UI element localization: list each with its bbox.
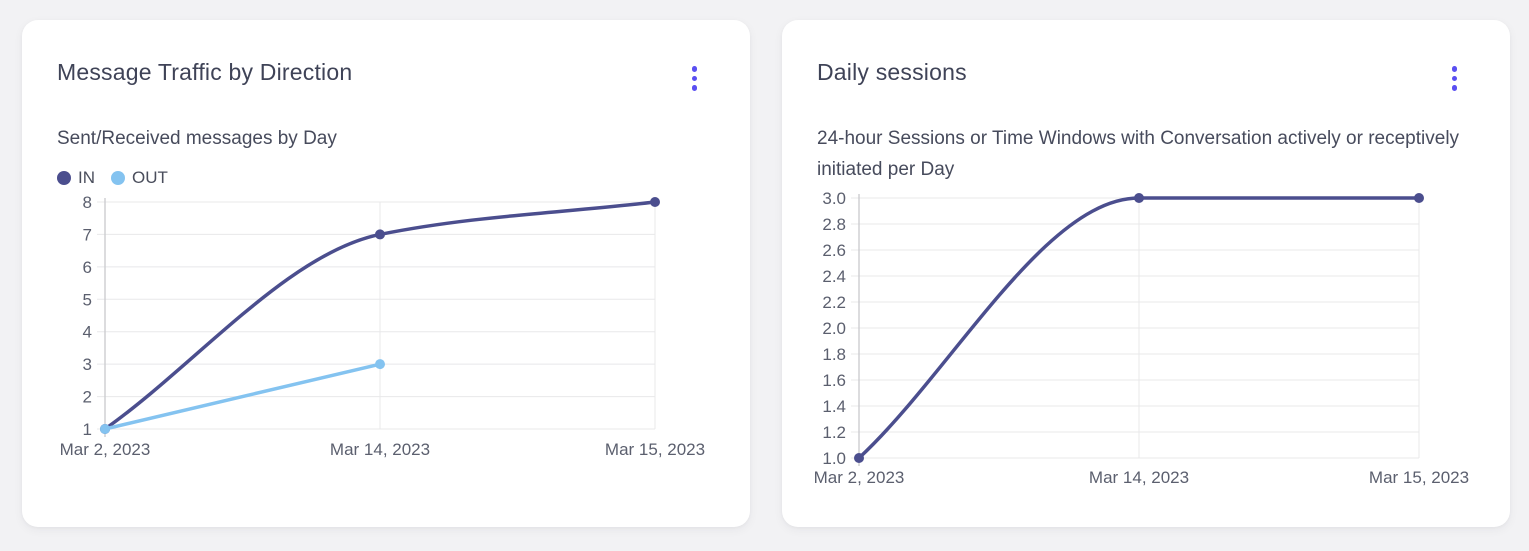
card-title: Daily sessions [817, 59, 967, 85]
svg-text:2: 2 [83, 388, 92, 407]
legend-label: OUT [132, 168, 168, 188]
svg-text:2.6: 2.6 [822, 241, 846, 260]
svg-text:6: 6 [83, 258, 92, 277]
svg-text:8: 8 [83, 193, 92, 212]
svg-text:Mar 14, 2023: Mar 14, 2023 [1089, 468, 1189, 487]
svg-text:2.4: 2.4 [822, 267, 846, 286]
svg-text:1.0: 1.0 [822, 449, 846, 468]
svg-text:3.0: 3.0 [822, 189, 846, 208]
svg-text:Mar 2, 2023: Mar 2, 2023 [60, 440, 151, 459]
card-header: Message Traffic by Direction [57, 58, 715, 97]
kebab-dot [1451, 85, 1457, 91]
card-subtitle: 24-hour Sessions or Time Windows with Co… [817, 127, 1460, 181]
svg-text:4: 4 [83, 323, 92, 342]
kebab-menu-icon[interactable] [1446, 60, 1464, 97]
svg-text:Mar 15, 2023: Mar 15, 2023 [1369, 468, 1469, 487]
card-daily-sessions: Daily sessions 24-hour Sessions or Time … [782, 20, 1510, 527]
card-message-traffic: Message Traffic by Direction Sent/Receiv… [22, 20, 750, 527]
chart-legend: IN OUT [57, 166, 715, 190]
kebab-dot [691, 85, 697, 91]
line-chart-message-traffic: 1 2 3 4 5 6 7 8 Mar 2, 2023 Mar 14, 2023 Mar 15, 2… [60, 193, 705, 459]
kebab-dot [1451, 75, 1457, 81]
svg-text:3: 3 [83, 356, 92, 375]
legend-dot-in [57, 171, 71, 186]
svg-text:5: 5 [83, 291, 92, 310]
legend-item-out[interactable]: OUT [111, 168, 168, 188]
legend-item-in[interactable]: IN [57, 168, 95, 188]
svg-text:1: 1 [83, 420, 92, 439]
svg-text:1.6: 1.6 [822, 371, 846, 390]
svg-text:2.2: 2.2 [822, 293, 846, 312]
svg-text:2.0: 2.0 [822, 319, 846, 338]
legend-label: IN [78, 168, 95, 188]
kebab-dot [1451, 66, 1457, 72]
svg-text:1.2: 1.2 [822, 423, 846, 442]
svg-text:1.4: 1.4 [822, 397, 846, 416]
card-subtitle: Sent/Received messages by Day [57, 127, 337, 149]
svg-text:7: 7 [83, 226, 92, 245]
kebab-dot [691, 75, 697, 81]
kebab-menu-icon[interactable] [686, 60, 704, 97]
legend-dot-out [111, 171, 125, 186]
svg-text:Mar 15, 2023: Mar 15, 2023 [605, 440, 705, 459]
line-chart-daily-sessions: 1.0 1.2 1.4 1.6 1.8 2.0 2.2 2.4 2.6 2.8 3.0 Mar 2, … [814, 189, 1469, 487]
svg-text:Mar 2, 2023: Mar 2, 2023 [814, 468, 905, 487]
svg-text:1.8: 1.8 [822, 345, 846, 364]
svg-text:Mar 14, 2023: Mar 14, 2023 [330, 440, 430, 459]
card-header: Daily sessions [817, 58, 1475, 97]
svg-text:2.8: 2.8 [822, 215, 846, 234]
card-title: Message Traffic by Direction [57, 59, 353, 85]
kebab-dot [691, 66, 697, 72]
